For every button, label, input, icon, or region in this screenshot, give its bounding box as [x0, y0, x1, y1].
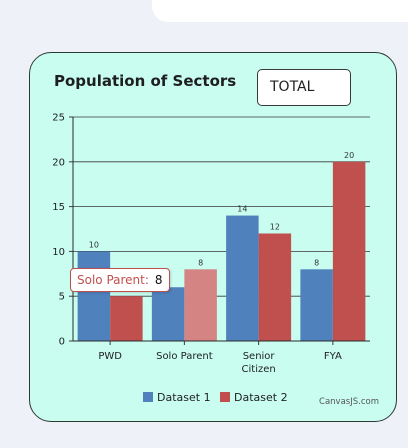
- sector-select[interactable]: TOTAL: [257, 69, 351, 106]
- y-tick-label: 10: [52, 247, 65, 258]
- x-tick-label: Senior Citizen: [242, 351, 276, 375]
- y-axis-ticks: 0 5 10 15 20 25: [52, 113, 73, 348]
- x-tick-label: Solo Parent: [156, 351, 213, 362]
- chart-credit: CanvasJS.com: [319, 397, 379, 407]
- tooltip-value: 8: [154, 273, 163, 287]
- chart-title: Population of Sectors: [54, 72, 237, 90]
- data-label: 14: [237, 205, 247, 214]
- legend-label: Dataset 2: [234, 391, 288, 404]
- bar: [258, 233, 292, 341]
- top-card: [152, 0, 408, 22]
- legend-swatch: [143, 392, 153, 402]
- chart-tooltip: Solo Parent: 8: [70, 268, 170, 292]
- legend-swatch: [220, 392, 230, 402]
- legend-label: Dataset 1: [157, 391, 211, 404]
- data-labels: 10 8 14 12 8 20: [89, 151, 354, 268]
- bar: [151, 287, 185, 341]
- x-axis-ticks: PWD Solo Parent Senior Citizen FYA: [98, 341, 342, 375]
- bars: [77, 161, 366, 341]
- bar: [110, 296, 143, 341]
- bar: [332, 161, 366, 341]
- bar: [226, 215, 259, 341]
- data-label: 8: [198, 258, 203, 267]
- y-tick-label: 15: [52, 202, 65, 213]
- data-label: 10: [89, 240, 99, 249]
- y-tick-label: 5: [59, 292, 65, 303]
- bar: [77, 251, 111, 341]
- y-tick-label: 20: [52, 157, 65, 168]
- bar: [300, 269, 333, 341]
- x-tick-label: PWD: [98, 351, 122, 362]
- data-label: 8: [314, 258, 319, 267]
- tooltip-label: Solo Parent:: [77, 273, 149, 287]
- x-tick-label: FYA: [324, 351, 342, 362]
- legend: Dataset 1 Dataset 2: [143, 391, 288, 404]
- data-label: 12: [270, 222, 280, 231]
- y-tick-label: 0: [59, 337, 65, 348]
- y-tick-label: 25: [52, 113, 65, 124]
- data-label: 20: [344, 151, 354, 160]
- bar: [184, 269, 217, 341]
